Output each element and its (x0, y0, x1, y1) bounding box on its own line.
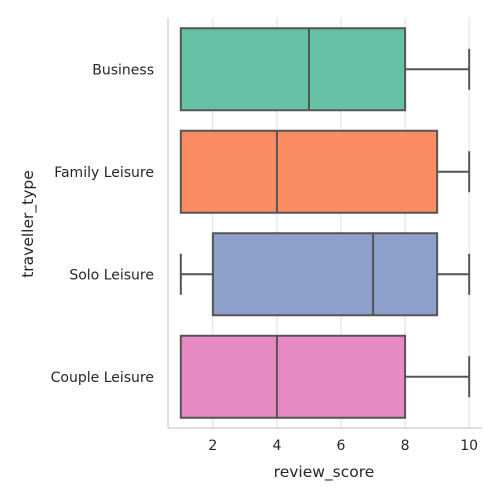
y-tick-label: Solo Leisure (69, 267, 154, 283)
box-family-leisure (179, 129, 439, 214)
y-tick-label: Couple Leisure (51, 370, 154, 386)
y-tick-label: Family Leisure (54, 165, 154, 181)
x-tick-label: 4 (272, 438, 281, 454)
axis-layer: 2 4 6 8 10 Business Family Leisure Solo Leisure… (51, 18, 482, 454)
y-axis-title: traveller_type (19, 170, 38, 278)
x-axis-title: review_score (274, 463, 375, 482)
box-business (179, 27, 407, 112)
box-couple-leisure (179, 334, 407, 419)
box-solo-leisure (211, 232, 439, 317)
box-layer (179, 27, 471, 419)
x-tick-label: 6 (337, 438, 346, 454)
y-tick-label: Business (92, 62, 154, 78)
x-tick-label: 2 (208, 438, 217, 454)
x-tick-label: 8 (401, 438, 410, 454)
x-tick-label: 10 (460, 438, 478, 454)
